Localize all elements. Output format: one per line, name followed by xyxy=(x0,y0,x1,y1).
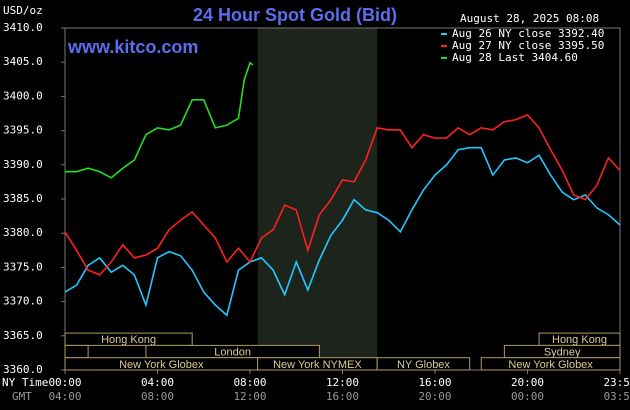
legend-entry: Aug 28 Last 3404.60 xyxy=(452,51,578,64)
legend-swatch xyxy=(441,57,447,59)
session-label: New York NYMEX xyxy=(273,359,362,371)
x2-tick-label: 00:00 xyxy=(511,390,544,403)
legend-swatch xyxy=(441,33,447,35)
session-label: NY Globex xyxy=(397,359,450,371)
price-line xyxy=(65,61,254,179)
x-tick-label: 00:00 xyxy=(48,376,81,389)
y-tick-label: 3365.0 xyxy=(3,329,43,342)
x2-tick-label: 20:00 xyxy=(418,390,451,403)
legend-entry: Aug 27 NY close 3395.50 xyxy=(452,39,604,52)
y-tick-label: 3395.0 xyxy=(3,124,43,137)
x-tick-label: 08:00 xyxy=(233,376,266,389)
session-label: Hong Kong xyxy=(552,334,607,346)
y-tick-label: 3360.0 xyxy=(3,363,43,376)
y-tick-label: 3400.0 xyxy=(3,89,43,102)
price-line xyxy=(64,146,621,317)
x-tick-label: 12:00 xyxy=(326,376,359,389)
x-tick-label: 04:00 xyxy=(141,376,174,389)
x2-tick-label: 08:00 xyxy=(141,390,174,403)
timestamp: August 28, 2025 08:08 xyxy=(460,12,599,25)
subtitle: www.kitco.com xyxy=(67,37,198,57)
x2-tick-label: 03:59 xyxy=(603,390,630,403)
x-tick-label: 23:59 xyxy=(603,376,630,389)
x-tick-label: 16:00 xyxy=(418,376,451,389)
chart-title: 24 Hour Spot Gold (Bid) xyxy=(193,5,397,25)
session-label: Hong Kong xyxy=(101,334,156,346)
session-label: New York Globex xyxy=(508,359,593,371)
x-axis-label: NY Time xyxy=(2,376,48,389)
y-tick-label: 3380.0 xyxy=(3,226,43,239)
y-tick-label: 3410.0 xyxy=(3,21,43,34)
y-tick-label: 3375.0 xyxy=(3,260,43,273)
y-axis-label: USD/oz xyxy=(3,4,43,17)
x2-tick-label: 16:00 xyxy=(326,390,359,403)
legend-swatch xyxy=(441,45,447,47)
y-tick-label: 3405.0 xyxy=(3,55,43,68)
session-box xyxy=(376,357,471,371)
price-line xyxy=(64,113,621,276)
x2-axis-label: GMT xyxy=(12,390,32,403)
x-tick-label: 20:00 xyxy=(511,376,544,389)
highlight-band xyxy=(257,28,378,370)
session-label: Sydney xyxy=(544,346,581,358)
y-tick-label: 3385.0 xyxy=(3,192,43,205)
x2-tick-label: 12:00 xyxy=(233,390,266,403)
session-box xyxy=(64,332,193,346)
x2-tick-label: 04:00 xyxy=(48,390,81,403)
y-tick-label: 3370.0 xyxy=(3,295,43,308)
y-tick-label: 3390.0 xyxy=(3,158,43,171)
session-label: New York Globex xyxy=(119,359,204,371)
legend-entry: Aug 26 NY close 3392.40 xyxy=(452,27,604,40)
session-box xyxy=(64,344,89,359)
session-label: London xyxy=(214,346,251,358)
session-box xyxy=(480,357,621,371)
